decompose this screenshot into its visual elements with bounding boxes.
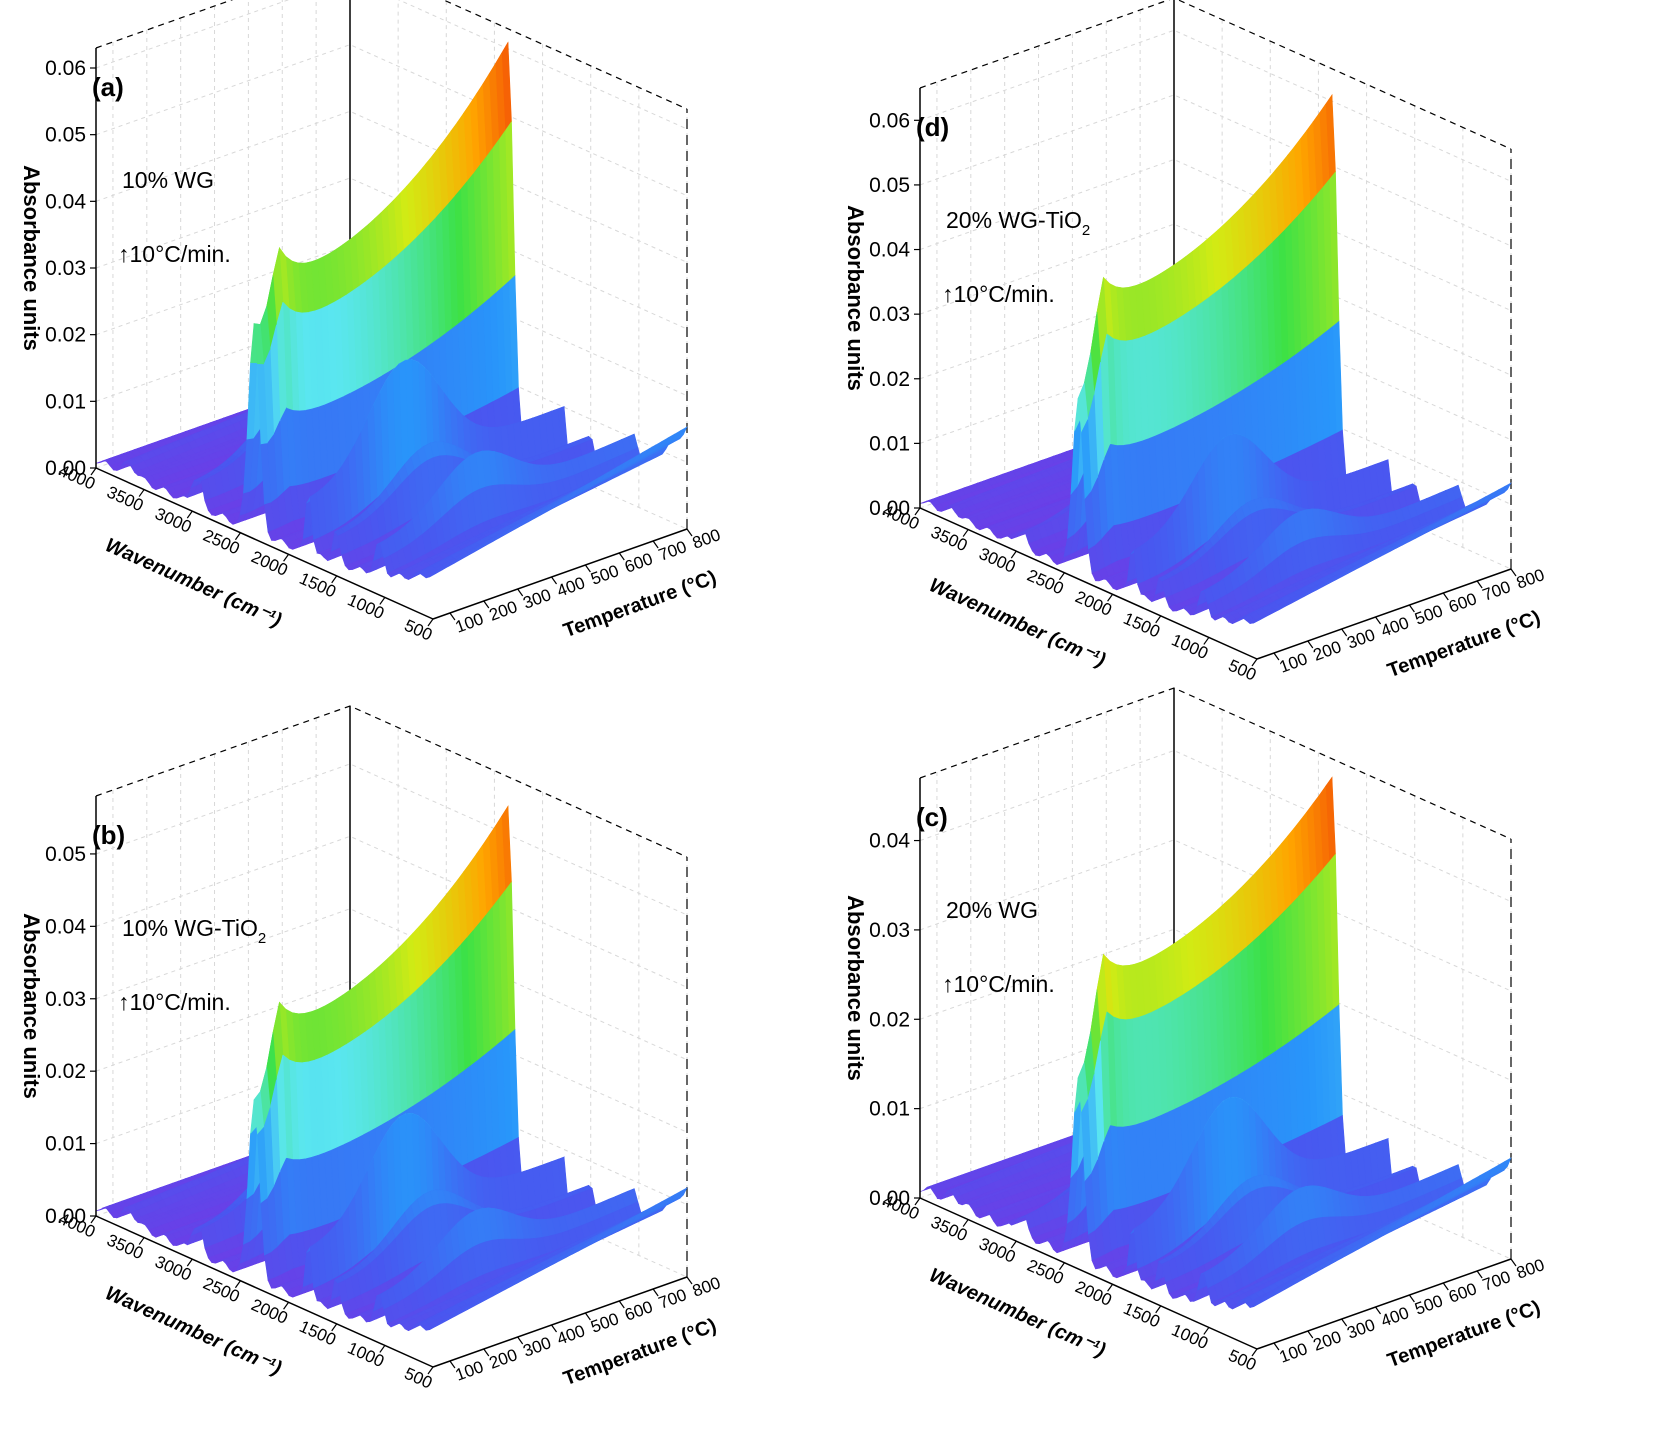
- y-axis-label: Temperature (°C): [561, 566, 720, 642]
- z-tick-label: 0.01: [45, 390, 86, 413]
- panel-label: (a): [92, 72, 124, 102]
- grid-line: [919, 29, 1512, 182]
- y-tick-label: 600: [622, 549, 655, 577]
- z-tick-label: 0.04: [45, 190, 86, 213]
- grid-line: [95, 244, 688, 397]
- y-tick-label: 100: [453, 609, 486, 637]
- z-tick-label: 0.02: [45, 324, 86, 347]
- top-frame: [95, 0, 688, 110]
- z-tick-label: 0.03: [45, 257, 86, 280]
- z-axis-label: Absorbance units: [19, 165, 44, 351]
- grid-line: [95, 0, 688, 130]
- top-frame: [919, 0, 1512, 150]
- y-tick-label: 400: [554, 573, 587, 601]
- heating-rate-label: ↑10°C/min.: [118, 241, 231, 267]
- grid-line: [95, 310, 688, 463]
- grid-line: [95, 44, 688, 197]
- y-tick-label: 800: [690, 525, 723, 553]
- z-tick-label: 0.06: [45, 57, 86, 80]
- grid-line: [95, 110, 688, 263]
- y-tick-label: 700: [656, 537, 689, 565]
- x-tick-label: 500: [401, 616, 435, 645]
- y-tick-label: 300: [521, 585, 554, 613]
- sample-label: 10% WG: [122, 167, 214, 193]
- y-tick-label: 200: [487, 597, 520, 625]
- grid-line: [95, 177, 688, 330]
- z-tick-label: 0.05: [45, 124, 86, 147]
- x-tick-label: 4000: [56, 461, 98, 494]
- y-tick-label: 500: [588, 561, 621, 589]
